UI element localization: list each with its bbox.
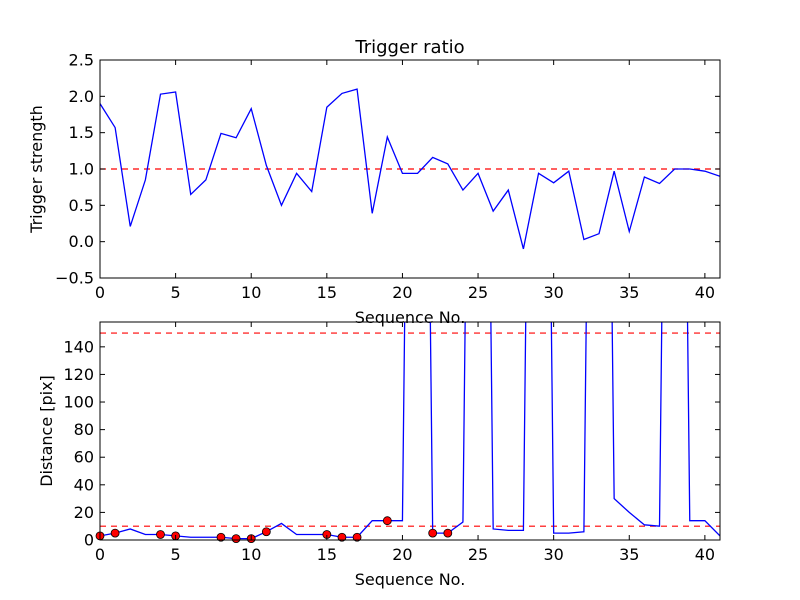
bot-x-tick-label: 25: [468, 545, 488, 564]
bottom-y-axis-label: Distance [pix]: [37, 375, 56, 487]
bot-x-tick-label: 30: [543, 545, 563, 564]
top-y-tick-label: −0.5: [55, 269, 94, 288]
top-x-tick-label: 0: [95, 283, 105, 302]
top-x-axis-label: Sequence No.: [355, 308, 466, 327]
bottom-plot-frame: [99, 321, 721, 541]
bot-marker: [352, 532, 362, 542]
top-x-tick-label: 30: [543, 283, 563, 302]
top-series-line: [100, 88, 720, 250]
top-chart: Trigger ratio 0 5 10 15 20 25 30 35 40 −0.5 0.0 0.…: [27, 37, 721, 327]
bot-marker: [428, 528, 438, 538]
bottom-chart: 0 5 10 15 20 25 30 35 40 0 20 40 60 80 100 120 140 Sequ…: [37, 321, 721, 589]
bot-x-tick-label: 10: [241, 545, 261, 564]
bot-marker: [337, 532, 347, 542]
bot-y-tick-label: 20: [74, 503, 94, 522]
bot-y-tick-label: 60: [74, 448, 94, 467]
top-y-tick-label: 0.0: [69, 232, 94, 251]
top-x-tick-label: 40: [695, 283, 715, 302]
bot-x-tick-label: 0: [95, 545, 105, 564]
bot-marker: [443, 528, 453, 538]
top-chart-title: Trigger ratio: [354, 37, 464, 58]
top-x-tick-label: 20: [392, 283, 412, 302]
top-x-tick-label: 15: [317, 283, 337, 302]
bot-marker: [110, 528, 120, 538]
bot-y-tick-label: 80: [74, 420, 94, 439]
bottom-y-ticks: 0 20 40 60 80 100 120 140: [63, 337, 720, 550]
top-y-tick-label: 0.5: [69, 196, 94, 215]
bot-y-tick-label: 0: [84, 531, 94, 550]
bottom-reference-lines: [100, 332, 720, 527]
top-x-tick-label: 5: [171, 283, 181, 302]
top-x-tick-label: 25: [468, 283, 488, 302]
bot-marker: [261, 527, 271, 537]
bot-y-tick-label: 140: [63, 337, 94, 356]
bot-x-tick-label: 15: [317, 545, 337, 564]
bottom-series-line: [100, 322, 720, 540]
bot-x-tick-label: 35: [619, 545, 639, 564]
bot-x-tick-label: 5: [171, 545, 181, 564]
top-y-ticks: −0.5 0.0 0.5 1.0 1.5 2.0 2.5: [55, 51, 720, 288]
bot-marker: [382, 516, 392, 526]
top-y-tick-label: 2.5: [69, 51, 94, 70]
bot-x-tick-label: 20: [392, 545, 412, 564]
bot-marker: [216, 532, 226, 542]
top-y-axis-label: Trigger strength: [27, 105, 46, 234]
bot-marker: [231, 534, 241, 544]
bot-x-tick-label: 40: [695, 545, 715, 564]
top-y-tick-label: 2.0: [69, 87, 94, 106]
bot-y-tick-label: 120: [63, 365, 94, 384]
bot-y-tick-label: 100: [63, 393, 94, 412]
top-x-ticks: 0 5 10 15 20 25 30 35 40: [95, 60, 715, 302]
bot-marker: [156, 530, 165, 539]
bottom-x-ticks: 0 5 10 15 20 25 30 35 40: [95, 322, 715, 564]
top-y-tick-label: 1.0: [69, 160, 94, 179]
bottom-x-axis-label: Sequence No.: [355, 570, 466, 589]
top-x-tick-label: 10: [241, 283, 261, 302]
top-x-tick-label: 35: [619, 283, 639, 302]
bot-y-tick-label: 40: [74, 475, 94, 494]
top-y-tick-label: 1.5: [69, 123, 94, 142]
